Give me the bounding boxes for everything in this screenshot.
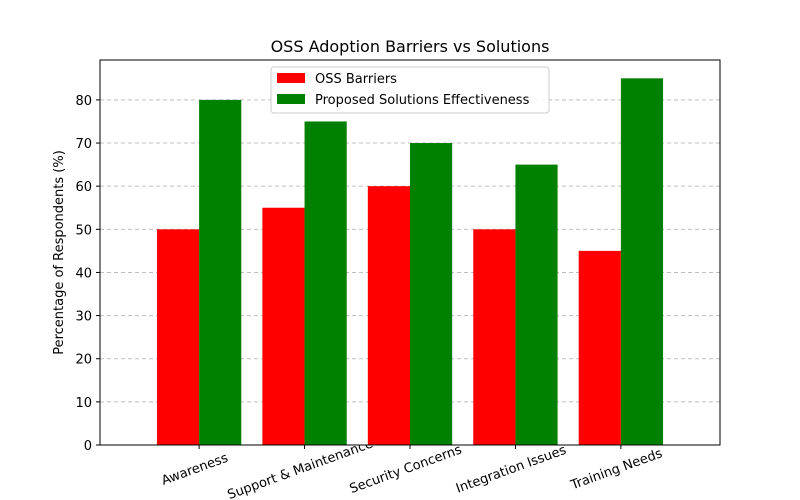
bar-proposed-solutions-effectiveness-security-concerns [410, 143, 453, 445]
chart-title: OSS Adoption Barriers vs Solutions [271, 37, 550, 56]
legend-label-proposed-solutions: Proposed Solutions Effectiveness [315, 93, 530, 108]
y-tick-label: 30 [75, 310, 92, 325]
legend-box [270, 66, 550, 114]
y-tick-label: 80 [75, 94, 92, 109]
bar-oss-barriers-training-needs [578, 250, 621, 445]
bar-oss-barriers-support-maintenance [262, 207, 305, 445]
legend-swatch-oss-barriers [277, 73, 305, 83]
legend: OSS Barriers Proposed Solutions Effectiv… [270, 66, 550, 114]
bar-oss-barriers-security-concerns [367, 186, 410, 446]
y-tick-label: 20 [75, 353, 92, 368]
bar-oss-barriers-integration-issues [473, 229, 516, 445]
x-tick-label-integration-issues: Integration Issues [454, 443, 568, 497]
legend-swatch-proposed-solutions [277, 94, 305, 104]
y-axis-title: Percentage of Respondents (%) [52, 150, 67, 355]
bar-proposed-solutions-effectiveness-awareness [199, 99, 242, 445]
y-tick-label: 50 [75, 223, 92, 238]
y-tick-label: 40 [75, 266, 92, 281]
bars [156, 78, 664, 446]
y-tick-label: 70 [75, 137, 92, 152]
y-tick-label: 60 [75, 180, 92, 195]
bar-proposed-solutions-effectiveness-training-needs [620, 78, 664, 445]
bar-proposed-solutions-effectiveness-support-maintenance [304, 121, 347, 446]
x-tick-label-awareness: Awareness [160, 451, 231, 489]
y-axis-ticks: 0 10 20 30 40 50 60 70 80 [75, 94, 100, 454]
y-tick-label: 10 [75, 396, 92, 411]
y-tick-label: 0 [84, 439, 92, 454]
legend-label-oss-barriers: OSS Barriers [315, 72, 397, 87]
x-tick-label-training-needs: Training Needs [568, 446, 665, 493]
bar-proposed-solutions-effectiveness-integration-issues [515, 164, 558, 445]
bar-oss-barriers-awareness [156, 229, 200, 445]
